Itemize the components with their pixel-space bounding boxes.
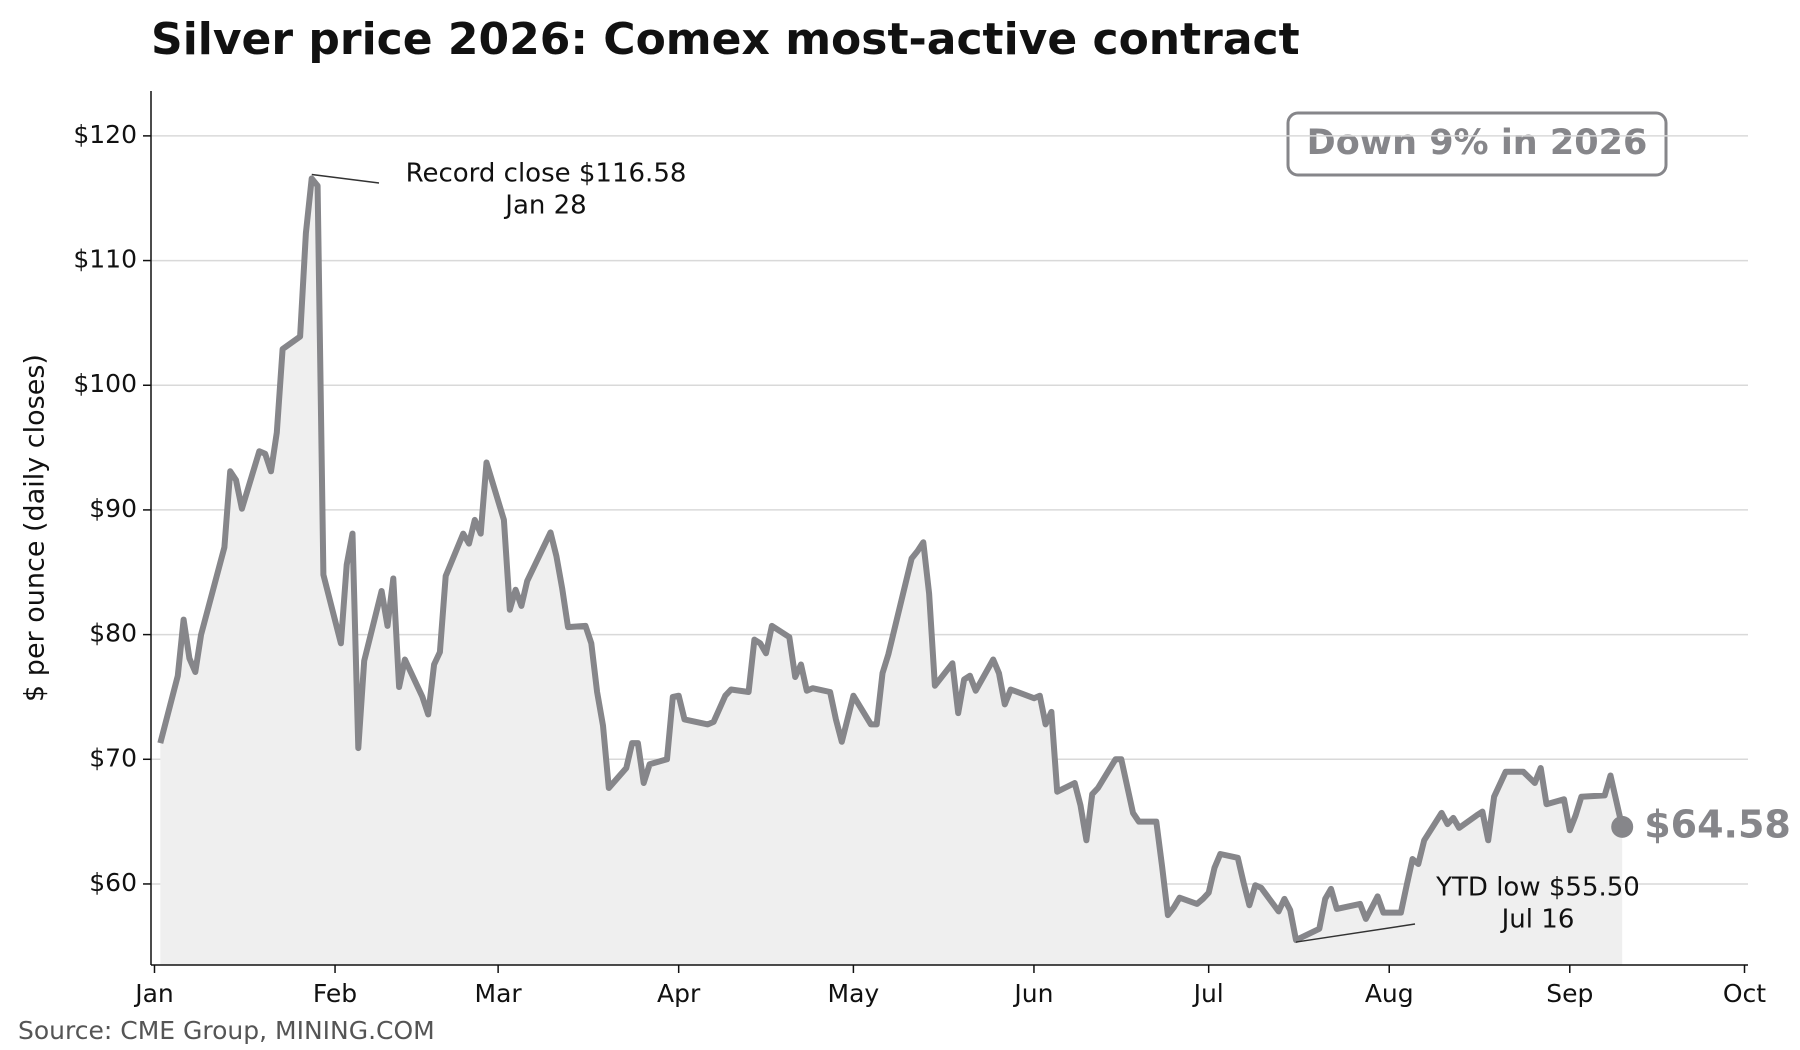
x-tick-label: May <box>828 979 880 1008</box>
x-tick-label: Jul <box>1192 979 1224 1008</box>
annotation-text: Jul 16 <box>1500 905 1575 935</box>
x-tick-label: Jan <box>133 979 174 1008</box>
x-tick-label: Jun <box>1012 979 1053 1008</box>
y-tick-label: $120 <box>73 120 137 149</box>
y-axis-title: $ per ounce (daily closes) <box>20 354 51 702</box>
annotation-text: YTD low $55.50 <box>1435 873 1640 903</box>
annotation-text: Jan 28 <box>503 191 586 221</box>
price-line <box>157 175 1626 944</box>
chart-title: Silver price 2026: Comex most-active con… <box>151 14 1300 65</box>
badge-box <box>1286 111 1668 177</box>
area <box>160 178 1623 965</box>
x-tick-label: Oct <box>1723 979 1766 1008</box>
source-note: Source: CME Group, MINING.COM <box>18 1016 435 1045</box>
badge-text: Down 9% in 2026 <box>1307 123 1648 163</box>
annotation-leader <box>1295 923 1416 943</box>
y-tick-label: $90 <box>89 494 137 523</box>
x-tick-label: Sep <box>1546 979 1593 1008</box>
y-tick-label: $70 <box>89 743 137 772</box>
y-tick-label: $100 <box>73 369 137 398</box>
x-tick-label: Mar <box>475 979 523 1008</box>
x-tick-label: Feb <box>313 979 357 1008</box>
end-point <box>1611 815 1634 838</box>
y-tick-label: $110 <box>73 245 137 274</box>
y-tick-label: $60 <box>89 868 137 897</box>
annotation-text: Record close $116.58 <box>406 159 687 189</box>
annotation-leader <box>311 173 380 184</box>
y-tick-label: $80 <box>89 619 137 648</box>
x-tick-label: Aug <box>1365 979 1414 1008</box>
x-tick-label: Apr <box>657 979 701 1008</box>
end-label: $64.58 <box>1644 802 1791 846</box>
